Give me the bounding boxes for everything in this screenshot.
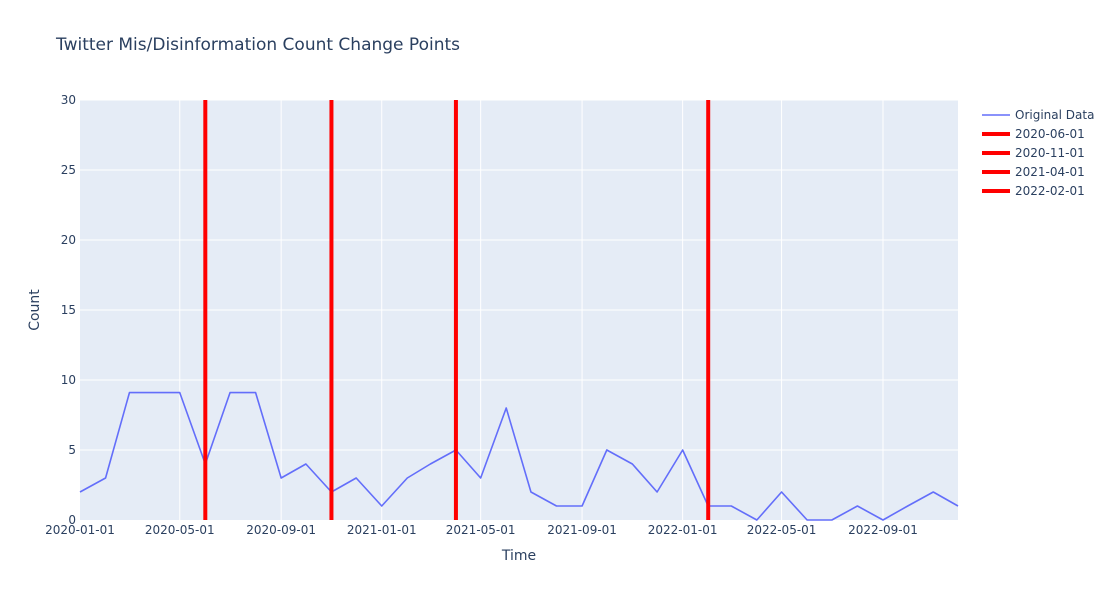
x-tick-label: 2020-01-01 <box>45 523 115 537</box>
x-axis-ticks: 2020-01-01 2020-05-01 2020-09-01 2021-01-01… <box>45 523 918 537</box>
legend-item[interactable]: 2020-11-01 <box>982 146 1085 160</box>
legend-label: Original Data <box>1015 108 1094 122</box>
y-tick-label: 30 <box>61 93 76 107</box>
x-axis-title: Time <box>501 548 536 564</box>
change-points <box>203 100 711 520</box>
x-tick-label: 2021-09-01 <box>547 523 617 537</box>
y-axis-title: Count <box>27 289 43 331</box>
legend[interactable]: Original Data 2020-06-01 2020-11-01 2021-04… <box>982 108 1094 198</box>
x-tick-label: 2021-01-01 <box>347 523 417 537</box>
legend-item[interactable]: 2021-04-01 <box>982 165 1085 179</box>
y-tick-label: 0 <box>68 513 76 527</box>
y-axis-ticks: 0 5 10 15 20 25 30 <box>61 93 76 527</box>
legend-item[interactable]: 2020-06-01 <box>982 127 1085 141</box>
legend-item[interactable]: Original Data <box>982 108 1094 122</box>
grid <box>80 99 958 520</box>
legend-label: 2020-06-01 <box>1015 127 1085 141</box>
x-tick-label: 2022-05-01 <box>747 523 817 537</box>
legend-label: 2022-02-01 <box>1015 184 1085 198</box>
y-tick-label: 25 <box>61 163 76 177</box>
y-tick-label: 15 <box>61 303 76 317</box>
x-tick-label: 2020-09-01 <box>246 523 316 537</box>
legend-item[interactable]: 2022-02-01 <box>982 184 1085 198</box>
x-tick-label: 2022-01-01 <box>648 523 718 537</box>
y-tick-label: 20 <box>61 233 76 247</box>
legend-label: 2021-04-01 <box>1015 165 1085 179</box>
x-tick-label: 2022-09-01 <box>848 523 918 537</box>
series-line-original-data <box>79 391 959 521</box>
series-layer <box>79 391 959 521</box>
y-tick-label: 10 <box>61 373 76 387</box>
x-tick-label: 2020-05-01 <box>145 523 215 537</box>
x-tick-label: 2021-05-01 <box>446 523 516 537</box>
legend-label: 2020-11-01 <box>1015 146 1085 160</box>
y-tick-label: 5 <box>68 443 76 457</box>
chart-title: Twitter Mis/Disinformation Count Change … <box>55 35 460 55</box>
